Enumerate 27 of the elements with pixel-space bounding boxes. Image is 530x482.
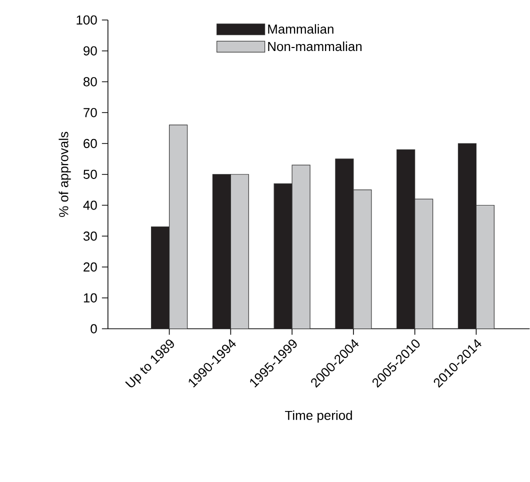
y-tick-label: 70 [84, 108, 97, 118]
y-tick-label: 10 [84, 293, 97, 303]
y-tick-label: 60 [84, 139, 97, 148]
y-tick-label: 40 [83, 200, 97, 210]
y-tick-label: 90 [84, 46, 97, 56]
bar [274, 184, 292, 329]
bar [230, 174, 249, 329]
y-axis-title: % of approvals [58, 132, 71, 218]
bar [458, 143, 477, 329]
bar [353, 190, 372, 329]
bar [169, 124, 188, 329]
bar [414, 198, 434, 329]
y-tick-label: 100 [76, 16, 97, 25]
y-tick-label: 50 [83, 170, 97, 180]
bar [396, 150, 416, 329]
y-tick-label: 20 [84, 262, 97, 272]
y-tick-label: 30 [83, 232, 97, 241]
bar [476, 205, 494, 329]
bar [292, 164, 310, 329]
y-tick-label: 80 [84, 77, 97, 87]
x-axis-title: Time period [285, 410, 352, 423]
bar [151, 226, 170, 329]
bar [335, 158, 354, 329]
legend-label: Non-mammalian [268, 42, 362, 52]
legend-label: Mammalian [268, 24, 334, 34]
bar [212, 174, 231, 329]
y-tick-label: 0 [90, 324, 97, 334]
